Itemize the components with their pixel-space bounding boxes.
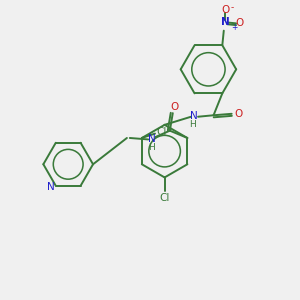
- Text: O: O: [236, 18, 244, 28]
- Text: N: N: [221, 17, 230, 28]
- Text: N: N: [46, 182, 54, 192]
- Text: H: H: [148, 143, 154, 152]
- Text: O: O: [170, 102, 178, 112]
- Text: +: +: [232, 23, 238, 32]
- Text: O: O: [234, 109, 242, 119]
- Text: N: N: [148, 134, 156, 144]
- Text: N: N: [190, 111, 198, 121]
- Text: H: H: [189, 119, 196, 128]
- Text: Cl: Cl: [159, 193, 170, 203]
- Text: O: O: [221, 4, 230, 15]
- Text: Cl: Cl: [156, 127, 167, 136]
- Text: -: -: [230, 3, 234, 12]
